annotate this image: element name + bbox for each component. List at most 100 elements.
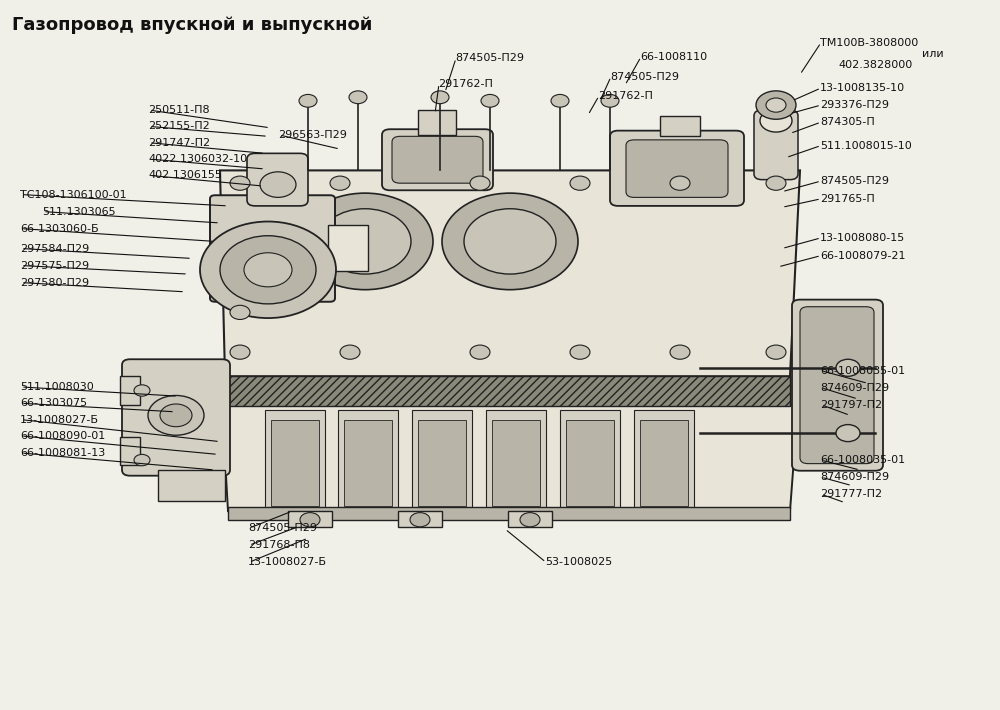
Circle shape: [570, 345, 590, 359]
Text: 874505-П29: 874505-П29: [248, 523, 317, 533]
Circle shape: [319, 209, 411, 274]
Bar: [328, 225, 368, 271]
Circle shape: [601, 94, 619, 107]
Bar: [338, 410, 398, 510]
Text: 296563-П29: 296563-П29: [278, 130, 347, 140]
FancyBboxPatch shape: [392, 136, 483, 183]
Bar: [634, 410, 694, 510]
FancyBboxPatch shape: [800, 307, 874, 464]
Bar: [228, 507, 790, 520]
Circle shape: [300, 513, 320, 527]
Circle shape: [134, 454, 150, 466]
FancyBboxPatch shape: [382, 129, 493, 190]
Text: 874609-П29: 874609-П29: [820, 383, 889, 393]
Polygon shape: [508, 511, 552, 527]
Bar: [344, 420, 392, 506]
Bar: [492, 420, 540, 506]
Polygon shape: [222, 405, 798, 511]
Text: 291762-П: 291762-П: [438, 79, 493, 89]
Circle shape: [410, 513, 430, 527]
Circle shape: [670, 176, 690, 190]
Text: 13-1008027-Б: 13-1008027-Б: [20, 415, 99, 425]
Polygon shape: [158, 470, 225, 501]
Text: 297580-П29: 297580-П29: [20, 278, 89, 288]
Circle shape: [244, 253, 292, 287]
Circle shape: [756, 91, 796, 119]
FancyBboxPatch shape: [792, 300, 883, 471]
Text: 13-1008080-15: 13-1008080-15: [820, 233, 905, 243]
Bar: [566, 420, 614, 506]
Bar: [418, 110, 456, 135]
Polygon shape: [398, 511, 442, 527]
Circle shape: [148, 395, 204, 435]
Circle shape: [340, 345, 360, 359]
Text: 252155-П2: 252155-П2: [148, 121, 210, 131]
Circle shape: [836, 359, 860, 376]
Circle shape: [570, 176, 590, 190]
Circle shape: [520, 513, 540, 527]
Polygon shape: [288, 511, 332, 527]
Text: 291747-П2: 291747-П2: [148, 138, 210, 148]
Text: 66-1303060-Б: 66-1303060-Б: [20, 224, 99, 234]
Circle shape: [230, 176, 250, 190]
Text: 511.1008030: 511.1008030: [20, 382, 94, 392]
Circle shape: [670, 345, 690, 359]
Circle shape: [766, 98, 786, 112]
Bar: [560, 410, 620, 510]
Circle shape: [349, 91, 367, 104]
Text: 66-1008079-21: 66-1008079-21: [820, 251, 906, 261]
Polygon shape: [225, 376, 790, 405]
Bar: [660, 116, 700, 136]
Text: 66-1008090-01: 66-1008090-01: [20, 431, 105, 441]
Bar: [418, 420, 466, 506]
Circle shape: [220, 236, 316, 304]
Circle shape: [442, 193, 578, 290]
Bar: [265, 410, 325, 510]
Text: 402.1306155: 402.1306155: [148, 170, 222, 180]
Text: 291797-П2: 291797-П2: [820, 400, 882, 410]
Circle shape: [260, 172, 296, 197]
Circle shape: [299, 94, 317, 107]
Text: 291777-П2: 291777-П2: [820, 489, 882, 499]
Circle shape: [297, 193, 433, 290]
Circle shape: [134, 385, 150, 396]
Text: 291768-П8: 291768-П8: [248, 540, 310, 550]
Circle shape: [160, 404, 192, 427]
Circle shape: [766, 176, 786, 190]
Circle shape: [766, 345, 786, 359]
Text: 291765-П: 291765-П: [820, 194, 875, 204]
Circle shape: [551, 94, 569, 107]
Circle shape: [230, 305, 250, 320]
FancyBboxPatch shape: [626, 140, 728, 197]
Circle shape: [330, 176, 350, 190]
Text: 66-1008110: 66-1008110: [640, 52, 707, 62]
Text: ТС108-1306100-01: ТС108-1306100-01: [20, 190, 127, 200]
Circle shape: [230, 345, 250, 359]
Text: 293376-П29: 293376-П29: [820, 100, 889, 110]
Text: 874609-П29: 874609-П29: [820, 472, 889, 482]
Bar: [120, 376, 140, 405]
FancyBboxPatch shape: [247, 153, 308, 206]
Circle shape: [431, 91, 449, 104]
Bar: [225, 376, 790, 406]
Circle shape: [481, 94, 499, 107]
Text: 402.3828000: 402.3828000: [838, 60, 912, 70]
Polygon shape: [220, 170, 800, 376]
Circle shape: [836, 425, 860, 442]
Circle shape: [470, 345, 490, 359]
Text: 297584-П29: 297584-П29: [20, 244, 89, 253]
Text: 874505-П29: 874505-П29: [820, 176, 889, 186]
Text: 291762-П: 291762-П: [598, 91, 653, 101]
Text: 297575-П29: 297575-П29: [20, 261, 89, 271]
FancyBboxPatch shape: [122, 359, 230, 476]
Text: 874505-П29: 874505-П29: [455, 53, 524, 63]
Text: 874505-П29: 874505-П29: [610, 72, 679, 82]
Text: 13-1008027-Б: 13-1008027-Б: [248, 557, 327, 567]
Bar: [412, 410, 472, 510]
FancyBboxPatch shape: [610, 131, 744, 206]
Text: ТМ100В-3808000: ТМ100В-3808000: [820, 38, 918, 48]
Text: 874305-П: 874305-П: [820, 117, 875, 127]
Text: 66-1008035-01: 66-1008035-01: [820, 366, 905, 376]
Bar: [486, 410, 546, 510]
Text: 66-1008035-01: 66-1008035-01: [820, 455, 905, 465]
